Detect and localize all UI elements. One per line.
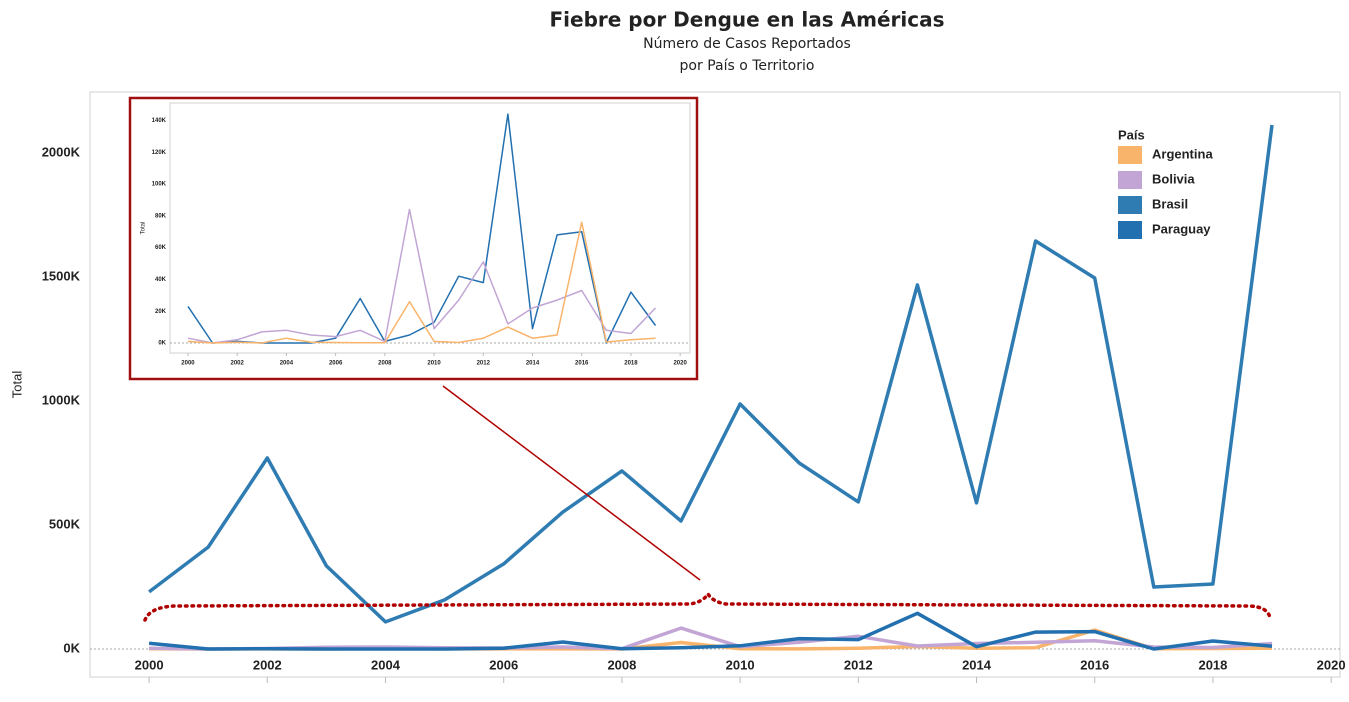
x-tick-label: 2008 — [607, 657, 636, 672]
y-tick-label: 120K — [152, 150, 167, 156]
x-tick-label: 2012 — [844, 657, 873, 672]
x-tick-label: 2006 — [489, 657, 518, 672]
x-tick-label: 2004 — [371, 657, 401, 672]
y-tick-label: 40K — [155, 277, 167, 283]
y-tick-label: 0K — [158, 341, 166, 347]
x-tick-label: 2020 — [1317, 657, 1346, 672]
legend-label: Brasil — [1152, 196, 1188, 211]
series-line — [149, 626, 1273, 651]
legend-title: País — [1118, 127, 1145, 142]
legend-swatch — [1118, 146, 1142, 164]
y-tick-label: 1000K — [42, 392, 81, 407]
x-tick-label: 2002 — [231, 361, 245, 367]
x-tick-label: 2018 — [624, 361, 638, 367]
series-line — [148, 611, 1273, 651]
chart-title: Fiebre por Dengue en las Américas — [550, 8, 945, 32]
connector-line — [442, 385, 701, 581]
y-tick-label: 500K — [49, 516, 81, 531]
y-tick-label: 80K — [155, 213, 167, 219]
x-tick-label: 2016 — [575, 361, 589, 367]
series-line — [187, 208, 657, 344]
highlight-brace — [143, 590, 1272, 622]
x-tick-label: 2020 — [673, 361, 687, 367]
legend-swatch — [1118, 221, 1142, 239]
x-tick-label: 2012 — [477, 361, 491, 367]
legend-swatch — [1118, 171, 1142, 189]
y-tick-label: 140K — [152, 118, 167, 124]
chart-subtitle: por País o Territorio — [680, 58, 815, 74]
x-tick-label: 2010 — [427, 361, 441, 367]
x-tick-label: 2008 — [378, 361, 392, 367]
y-tick-label: 100K — [152, 182, 167, 188]
plot-frame — [169, 102, 691, 354]
legend-label: Bolivia — [1152, 171, 1195, 186]
y-tick-label: 0K — [63, 640, 80, 655]
inset-chart: 0K 20K 40K 60K 80K 100K 120K 140K 2000 2002 2004 20… — [128, 96, 699, 381]
legend-label: Paraguay — [1152, 221, 1211, 236]
x-tick-label: 2014 — [526, 361, 540, 367]
series-line — [187, 113, 657, 344]
x-tick-label: 2016 — [1080, 657, 1109, 672]
x-tick-label: 2018 — [1198, 657, 1227, 672]
x-tick-label: 2000 — [181, 361, 195, 367]
legend-label: Argentina — [1152, 146, 1213, 161]
x-tick-label: 2006 — [329, 361, 343, 367]
x-tick-label: 2014 — [962, 657, 992, 672]
y-tick-label: 1500K — [42, 268, 81, 283]
series-line — [148, 124, 1274, 624]
y-axis-title: Total — [141, 222, 147, 235]
y-tick-label: 60K — [155, 245, 167, 251]
legend-swatch — [1118, 196, 1142, 214]
x-tick-label: 2002 — [253, 657, 282, 672]
x-tick-label: 2000 — [135, 657, 164, 672]
series-line — [187, 221, 656, 344]
x-tick-label: 2010 — [726, 657, 755, 672]
y-tick-label: 20K — [155, 309, 167, 315]
y-axis-title: Total — [9, 371, 24, 399]
y-tick-label: 2000K — [42, 144, 81, 159]
x-tick-label: 2004 — [280, 361, 294, 367]
chart-subtitle: Número de Casos Reportados — [643, 36, 851, 52]
